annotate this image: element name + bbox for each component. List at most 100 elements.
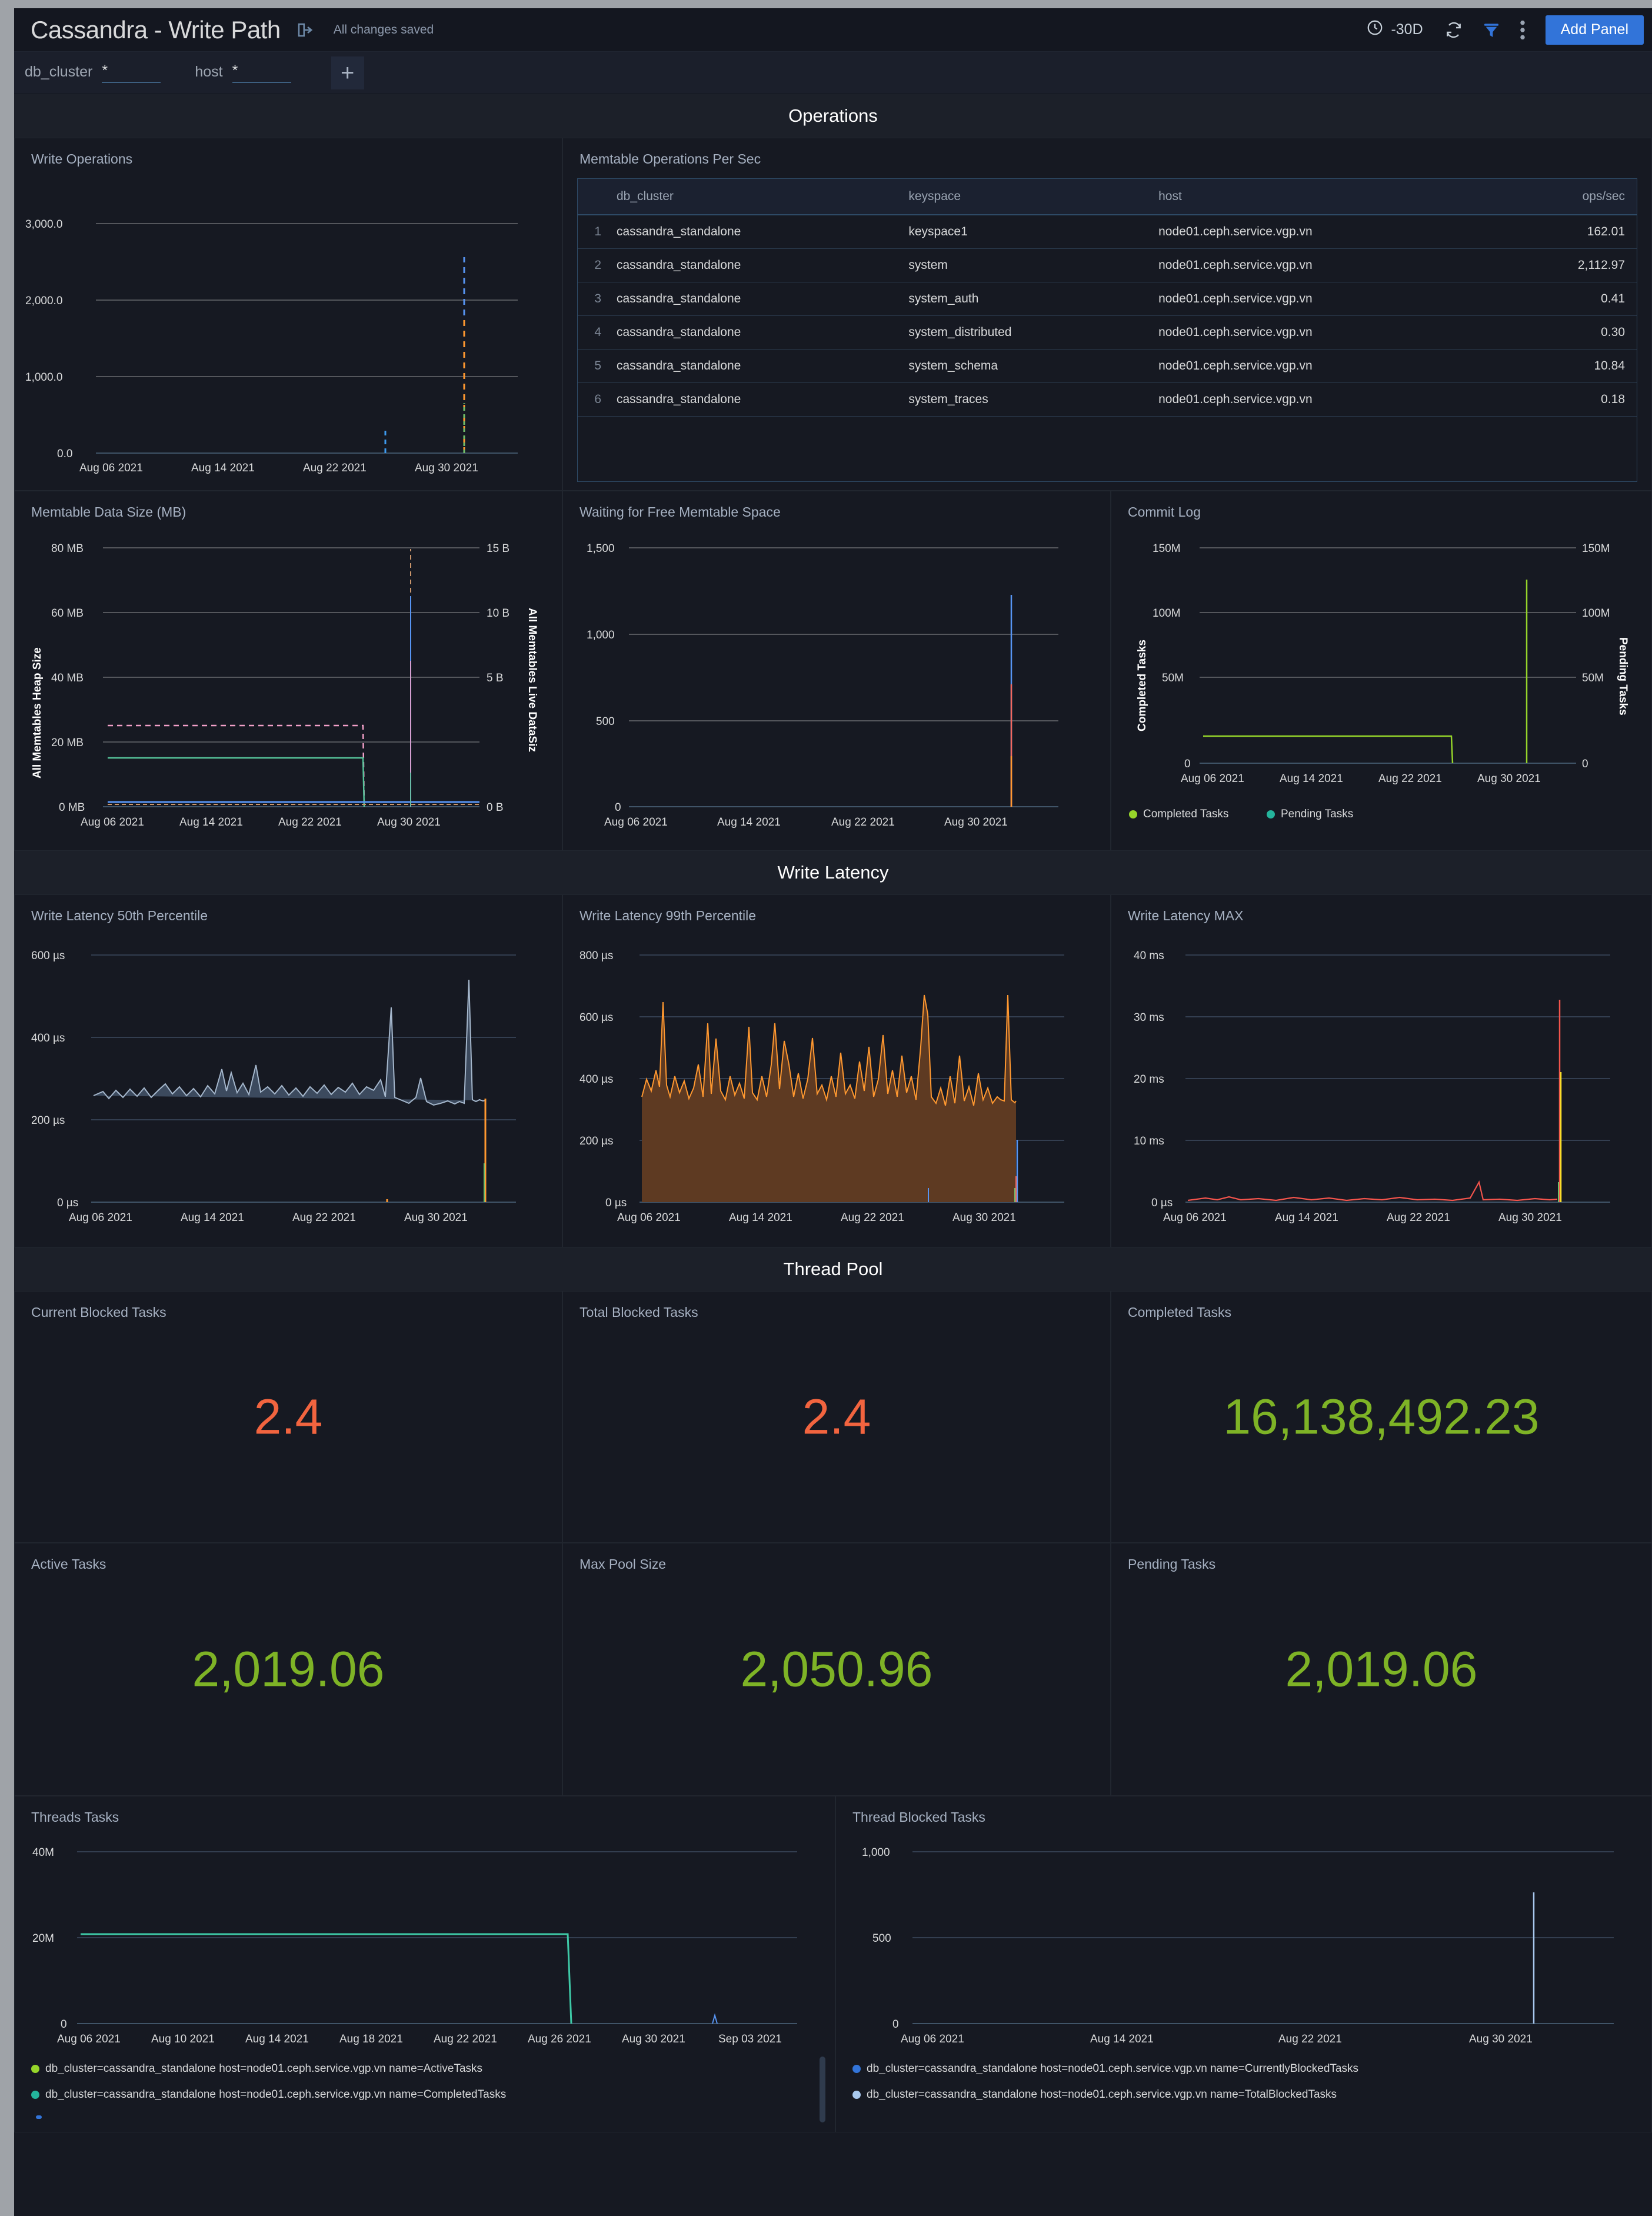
x-tick: Aug 14 2021 <box>245 2033 309 2045</box>
chart-threads-tasks: 40M 20M 0 Aug 06 2021 Aug 10 2021 Aug 14… <box>15 1826 835 2132</box>
panel-write-operations[interactable]: Write Operations 3,000.0 2,000.0 1,000.0… <box>14 138 562 491</box>
share-square-icon[interactable] <box>296 21 314 39</box>
add-variable-button[interactable]: + <box>331 56 364 89</box>
cell-keyspace: system_distributed <box>897 315 1147 350</box>
panel-write-latency-50th[interactable]: Write Latency 50th Percentile 600 µs 400… <box>14 894 562 1247</box>
panel-current-blocked-tasks[interactable]: Current Blocked Tasks 2.4 <box>14 1291 562 1543</box>
legend-item-active-tasks[interactable]: db_cluster=cassandra_standalone host=nod… <box>31 2062 482 2075</box>
panel-title: Write Latency 50th Percentile <box>31 908 208 923</box>
panel-thread-blocked-tasks[interactable]: Thread Blocked Tasks 1,000 500 0 Aug 06 … <box>835 1796 1652 2132</box>
stat-value: 2.4 <box>254 1389 323 1445</box>
y2-tick: 0 B <box>487 801 504 814</box>
row-header-write-latency[interactable]: Write Latency <box>14 851 1652 894</box>
chart-write-operations: 3,000.0 2,000.0 1,000.0 0.0 Aug 06 2021 … <box>15 174 562 490</box>
variable-value[interactable]: * <box>232 62 291 83</box>
x-tick: Aug 30 2021 <box>944 816 1008 828</box>
refresh-icon[interactable] <box>1435 8 1473 52</box>
panel-max-pool-size[interactable]: Max Pool Size 2,050.96 <box>562 1543 1111 1796</box>
thread-pool-stats-row-1: Current Blocked Tasks 2.4 Total Blocked … <box>14 1291 1652 1543</box>
y2-tick: 10 B <box>487 607 510 620</box>
row-index: 3 <box>578 282 605 316</box>
x-tick: Aug 14 2021 <box>179 816 243 828</box>
panel-title: Active Tasks <box>31 1556 106 1572</box>
col-keyspace[interactable]: keyspace <box>897 179 1147 215</box>
y2-axis-title: Pending Tasks <box>1617 637 1629 716</box>
chart-waiting-memtable: 1,500 1,000 500 0 Aug 06 2021 Aug 14 202… <box>563 525 1110 850</box>
row-header-thread-pool[interactable]: Thread Pool <box>14 1247 1652 1291</box>
legend-scrollbar[interactable] <box>820 2057 825 2122</box>
legend-item-completed-tasks[interactable]: Completed Tasks <box>1129 808 1228 821</box>
y-tick: 1,500 <box>587 543 615 555</box>
panel-memtable-data-size[interactable]: Memtable Data Size (MB) <box>14 491 562 851</box>
page-title: Cassandra - Write Path <box>31 15 281 44</box>
time-range-picker[interactable]: -30D <box>1357 8 1434 52</box>
y-tick: 60 MB <box>51 607 84 620</box>
table-row[interactable]: 4 cassandra_standalone system_distribute… <box>578 315 1637 350</box>
add-panel-button[interactable]: Add Panel <box>1545 15 1644 45</box>
row-header-operations[interactable]: Operations <box>14 94 1652 138</box>
x-tick: Aug 30 2021 <box>1477 773 1541 785</box>
panel-waiting-free-memtable-space[interactable]: Waiting for Free Memtable Space 1,500 1,… <box>562 491 1111 851</box>
variable-host[interactable]: host * <box>195 62 291 83</box>
chart-wl99: 800 µs 600 µs 400 µs 200 µs 0 µs Aug 06 … <box>563 929 1110 1247</box>
x-tick: Aug 22 2021 <box>1387 1212 1450 1224</box>
y-tick: 400 µs <box>579 1073 614 1086</box>
col-db-cluster[interactable]: db_cluster <box>605 179 897 215</box>
y-axis-title: All Memtables Heap Size <box>31 647 44 778</box>
variable-value[interactable]: * <box>102 62 161 83</box>
legend-item-partial[interactable] <box>36 2115 42 2119</box>
x-tick: Aug 14 2021 <box>717 816 781 828</box>
y-tick: 40 MB <box>51 672 84 684</box>
table-row[interactable]: 1 cassandra_standalone keyspace1 node01.… <box>578 215 1637 249</box>
legend-label: db_cluster=cassandra_standalone host=nod… <box>867 2088 1337 2101</box>
x-tick: Aug 22 2021 <box>1378 773 1442 785</box>
filter-icon[interactable] <box>1473 8 1510 52</box>
chart-svg <box>91 954 516 1203</box>
legend-item-total-blocked[interactable]: db_cluster=cassandra_standalone host=nod… <box>852 2088 1337 2101</box>
panel-pending-tasks[interactable]: Pending Tasks 2,019.06 <box>1111 1543 1652 1796</box>
y-tick: 1,000.0 <box>25 371 63 384</box>
panel-commit-log[interactable]: Commit Log Completed Tasks Pending Tasks… <box>1111 491 1652 851</box>
legend-item-completed-tasks[interactable]: db_cluster=cassandra_standalone host=nod… <box>31 2088 506 2101</box>
chart-svg <box>77 1851 797 2024</box>
panel-total-blocked-tasks[interactable]: Total Blocked Tasks 2.4 <box>562 1291 1111 1543</box>
x-tick: Aug 06 2021 <box>57 2033 121 2045</box>
cell-ops: 0.30 <box>1497 315 1637 350</box>
legend-item-currently-blocked[interactable]: db_cluster=cassandra_standalone host=nod… <box>852 2062 1358 2075</box>
y-tick: 0 <box>892 2018 899 2031</box>
variable-db-cluster[interactable]: db_cluster * <box>25 62 161 83</box>
table-row[interactable]: 2 cassandra_standalone system node01.cep… <box>578 248 1637 282</box>
panel-active-tasks[interactable]: Active Tasks 2,019.06 <box>14 1543 562 1796</box>
cell-host: node01.ceph.service.vgp.vn <box>1147 315 1497 350</box>
y2-tick: 100M <box>1582 607 1610 620</box>
col-host[interactable]: host <box>1147 179 1497 215</box>
x-tick: Aug 30 2021 <box>622 2033 685 2045</box>
y-tick: 20 MB <box>51 737 84 749</box>
legend-item-pending-tasks[interactable]: Pending Tasks <box>1267 808 1353 821</box>
kebab-menu-icon[interactable] <box>1510 8 1535 52</box>
x-tick: Aug 22 2021 <box>831 816 895 828</box>
cell-host: node01.ceph.service.vgp.vn <box>1147 282 1497 316</box>
panel-completed-tasks[interactable]: Completed Tasks 16,138,492.23 <box>1111 1291 1652 1543</box>
panel-threads-tasks[interactable]: Threads Tasks 40M 20M 0 Aug 06 2021 Aug … <box>14 1796 835 2132</box>
table-row[interactable]: 6 cassandra_standalone system_traces nod… <box>578 382 1637 417</box>
row-title: Operations <box>788 105 878 126</box>
y-tick: 30 ms <box>1134 1011 1164 1024</box>
chart-wl50: 600 µs 400 µs 200 µs 0 µs Aug 06 2021 Au… <box>15 929 562 1247</box>
legend-color-swatch <box>31 2065 39 2073</box>
x-tick: Aug 06 2021 <box>81 816 144 828</box>
y-tick: 500 <box>596 716 615 728</box>
panel-write-latency-max[interactable]: Write Latency MAX 40 ms 30 ms 20 ms 10 m… <box>1111 894 1652 1247</box>
y-tick: 80 MB <box>51 543 84 555</box>
chart-thread-blocked: 1,000 500 0 Aug 06 2021 Aug 14 2021 Aug … <box>836 1826 1651 2132</box>
operations-row-1: Write Operations 3,000.0 2,000.0 1,000.0… <box>14 138 1652 491</box>
col-ops-sec[interactable]: ops/sec <box>1497 179 1637 215</box>
legend-color-swatch <box>31 2091 39 2099</box>
y2-axis-title: All Memtables Live DataSiz <box>526 608 538 752</box>
variable-label: db_cluster <box>25 64 93 80</box>
panel-write-latency-99th[interactable]: Write Latency 99th Percentile 800 µs 6 <box>562 894 1111 1247</box>
table-row[interactable]: 3 cassandra_standalone system_auth node0… <box>578 282 1637 316</box>
table-row[interactable]: 5 cassandra_standalone system_schema nod… <box>578 349 1637 383</box>
panel-memtable-operations[interactable]: Memtable Operations Per Sec db_cluster k… <box>562 138 1652 491</box>
row-index: 4 <box>578 315 605 350</box>
